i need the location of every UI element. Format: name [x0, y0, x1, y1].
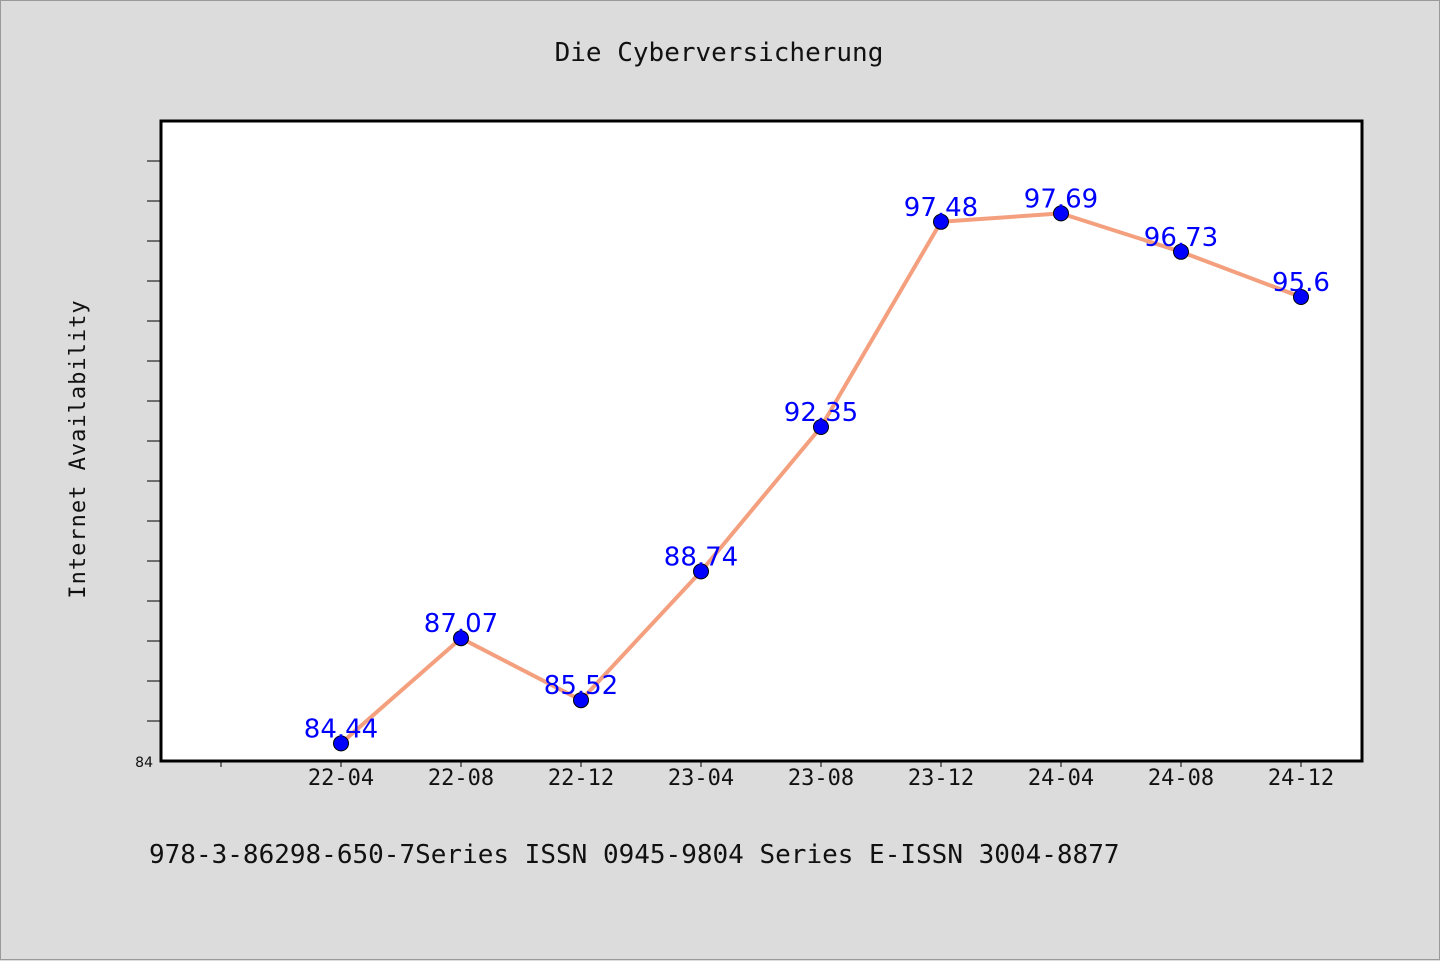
data-markers	[333, 205, 1309, 752]
data-point	[573, 692, 589, 709]
y-tick-label: 84	[135, 755, 153, 771]
x-tick-label: 22-12	[548, 766, 614, 791]
data-point	[933, 213, 949, 230]
data-label: 87.07	[424, 609, 498, 639]
data-point	[693, 563, 709, 580]
data-point	[813, 419, 829, 435]
data-label: 96.73	[1144, 223, 1218, 253]
data-label: 95.6	[1272, 268, 1330, 298]
data-point	[333, 735, 349, 752]
data-label: 85.52	[544, 671, 618, 701]
data-label: 97.69	[1024, 184, 1098, 214]
x-tick-label: 22-04	[308, 766, 374, 791]
x-tick-label: 24-04	[1028, 766, 1094, 791]
y-axis-ticks	[147, 160, 161, 722]
data-label: 97.48	[904, 193, 978, 223]
x-tick-label: 23-08	[788, 766, 854, 791]
x-tick-label: 22-08	[428, 766, 494, 791]
footer-isbn-text: 978-3-86298-650-7Series ISSN 0945-9804 S…	[149, 840, 1120, 870]
data-point	[453, 630, 469, 647]
data-point	[1053, 205, 1069, 222]
data-point	[1173, 243, 1189, 260]
data-label: 88.74	[664, 542, 738, 572]
x-tick-label: 24-08	[1148, 766, 1214, 791]
data-label: 92.35	[784, 398, 858, 428]
y-axis-label: Internet Availability	[66, 299, 91, 598]
x-tick-label: 24-12	[1268, 766, 1334, 791]
data-labels: 84.44 87.07 85.52 88.74 92.35 97.48 97.69 96.73…	[304, 184, 1330, 744]
x-axis-ticks: 22-04 22-08 22-12 23-04 23-08 23-12 24-04 24-08…	[220, 761, 1334, 791]
chart-title: Die Cyberversicherung	[555, 38, 884, 68]
x-tick-label: 23-12	[908, 766, 974, 791]
data-label: 84.44	[304, 714, 378, 744]
data-point	[1293, 289, 1309, 305]
plot-area	[159, 119, 1364, 763]
x-tick-label: 23-04	[668, 766, 734, 791]
